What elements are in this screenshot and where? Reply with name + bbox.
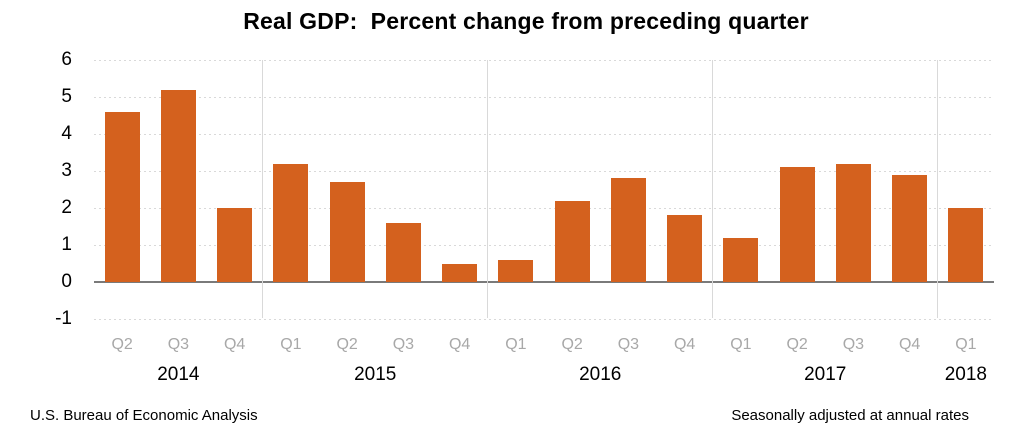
bar-2016-Q4 [667, 215, 703, 282]
gridline [94, 319, 994, 320]
gridline [94, 245, 994, 246]
y-tick-label: 2 [61, 197, 72, 218]
year-label: 2014 [157, 364, 200, 385]
quarter-tick-label: Q1 [505, 336, 527, 353]
quarter-tick-label: Q2 [111, 336, 133, 353]
y-tick-label: 1 [61, 234, 72, 255]
chart-title: Real GDP: Percent change from preceding … [243, 8, 809, 34]
gridline [94, 97, 994, 98]
quarter-tick-label: Q2 [561, 336, 583, 353]
y-tick-label: -1 [55, 308, 72, 329]
bar-2014-Q4 [217, 208, 253, 282]
year-label: 2018 [944, 364, 988, 385]
quarter-tick-label: Q3 [842, 336, 865, 353]
bar-2017-Q3 [835, 163, 871, 282]
bar-2015-Q4 [442, 263, 478, 282]
bar-2015-Q3 [385, 222, 421, 282]
quarter-tick-label: Q4 [448, 336, 471, 353]
bar-2018-Q1 [948, 208, 984, 282]
bar-2014-Q2 [104, 111, 140, 282]
gridline [94, 208, 994, 209]
quarter-tick-label: Q1 [730, 336, 752, 353]
quarter-tick-label: Q4 [223, 336, 246, 353]
quarter-tick-label: Q2 [786, 336, 808, 353]
gridline [94, 134, 994, 135]
bar-2017-Q2 [779, 167, 815, 282]
year-separator-line [937, 60, 939, 318]
bar-2015-Q1 [273, 163, 309, 282]
bar-2017-Q4 [892, 174, 928, 282]
quarter-tick-label: Q4 [673, 336, 696, 353]
bar-2016-Q1 [498, 259, 534, 282]
bar-2014-Q3 [160, 89, 196, 282]
y-tick-label: 0 [61, 271, 72, 292]
bar-2016-Q3 [610, 178, 646, 282]
bar-2017-Q1 [723, 237, 759, 282]
y-tick-label: 6 [61, 49, 72, 70]
quarter-tick-label: Q1 [955, 336, 977, 353]
year-label: 2017 [804, 364, 847, 385]
quarter-tick-label: Q2 [336, 336, 358, 353]
gridline [94, 60, 994, 61]
bar-2015-Q2 [329, 182, 365, 282]
x-axis-line [94, 281, 994, 283]
year-label: 2015 [354, 364, 397, 385]
quarter-tick-label: Q1 [280, 336, 302, 353]
quarter-tick-label: Q3 [167, 336, 190, 353]
y-tick-label: 3 [61, 160, 72, 181]
year-separator-line [262, 60, 264, 318]
y-tick-label: 4 [61, 123, 72, 144]
gridline [94, 171, 994, 172]
year-separator-line [712, 60, 714, 318]
quarter-tick-label: Q4 [898, 336, 921, 353]
adjustment-note: Seasonally adjusted at annual rates [731, 407, 969, 424]
y-tick-label: 5 [61, 86, 72, 107]
bar-2016-Q2 [554, 200, 590, 282]
year-label: 2016 [579, 364, 622, 385]
quarter-tick-label: Q3 [392, 336, 415, 353]
quarter-tick-label: Q3 [617, 336, 640, 353]
source-note: U.S. Bureau of Economic Analysis [30, 407, 258, 424]
year-separator-line [487, 60, 489, 318]
